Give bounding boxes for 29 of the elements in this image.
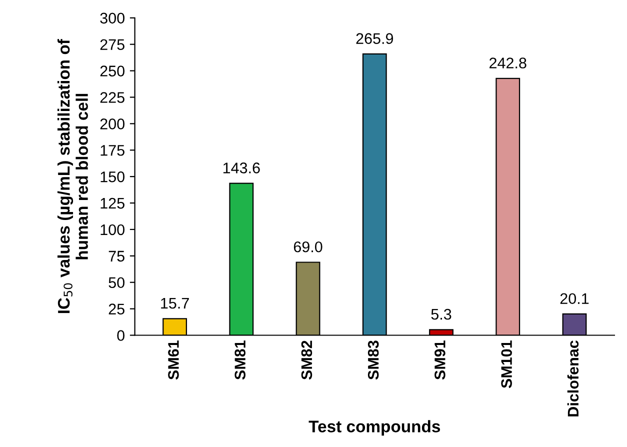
y-tick-label: 275: [100, 39, 124, 50]
y-tick-label: 75: [108, 250, 124, 262]
data-label: 15.7: [161, 298, 189, 309]
x-tick-label: SM83: [368, 340, 379, 380]
y-tick-label: 0: [117, 330, 124, 341]
y-axis-title: IC$_{50}$ values (µg/mL) stabilization of human red blood cell: [57, 39, 88, 314]
x-tick-label: SM81: [234, 340, 246, 380]
data-label: 5.3: [431, 308, 452, 320]
data-label: 242.8: [490, 58, 526, 68]
y-tick-label: 175: [100, 145, 124, 156]
y-tick-label: 300: [100, 12, 124, 24]
x-tick-label: SM101: [501, 340, 512, 388]
data-label: 143.6: [223, 162, 260, 174]
y-tick-label: 125: [100, 198, 124, 209]
data-label: 20.1: [560, 293, 589, 304]
x-tick-label: SM61: [168, 340, 179, 380]
x-tick-label: SM91: [434, 340, 446, 380]
y-tick-label: 100: [100, 224, 124, 236]
y-tick-label: 25: [108, 304, 124, 314]
y-tick-label: 200: [100, 118, 124, 130]
data-label: 265.9: [356, 33, 394, 44]
y-tick-label: 50: [108, 277, 124, 288]
y-tick-label: 225: [100, 92, 124, 103]
x-tick-label: Diclofenac: [567, 340, 579, 416]
y-tick-label: 250: [100, 66, 124, 76]
x-tick-label: SM82: [301, 340, 312, 380]
x-axis-title: Test compounds: [308, 420, 440, 436]
y-tick-label: 150: [100, 171, 124, 182]
data-label: 69.0: [294, 241, 322, 252]
